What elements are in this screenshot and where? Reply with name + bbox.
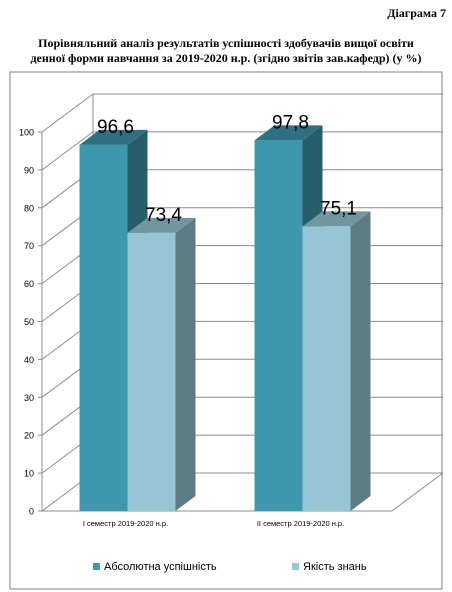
legend-item: Якість знань <box>292 561 367 573</box>
bar-front <box>127 232 176 511</box>
legend-swatch <box>292 563 299 570</box>
gridline-diagonal <box>41 131 94 171</box>
diagram-number-label: Діаграма 7 <box>387 6 446 20</box>
legend-swatch <box>93 563 100 570</box>
gridline-diagonal <box>41 93 94 133</box>
data-labels: 96,6 73,4 97,8 75,1 <box>97 112 357 225</box>
bar-front <box>302 226 351 511</box>
y-tick-label: 70 <box>24 241 34 251</box>
data-label: 73,4 <box>145 205 182 226</box>
y-tick-label: 20 <box>24 431 34 441</box>
chart-title-line-2: денної форми навчання за 2019-2020 н.р. … <box>30 51 422 65</box>
legend: Абсолютна успішність Якість знань <box>93 561 367 573</box>
y-tick-label: 100 <box>19 128 34 138</box>
chart-title-line-1: Порівняльний аналіз результатів успішнос… <box>38 36 414 50</box>
bar-top <box>254 125 323 141</box>
y-tick-label: 90 <box>24 165 34 175</box>
y-tick-label: 60 <box>24 279 34 289</box>
bar-side <box>350 211 371 511</box>
y-axis: 0 10 20 30 40 50 60 70 80 90 100 <box>19 128 42 517</box>
y-tick-label: 80 <box>24 203 34 213</box>
legend-label: Якість знань <box>303 561 367 573</box>
x-category-label: I семестр 2019-2020 н.р. <box>83 519 168 528</box>
y-tick-label: 0 <box>29 507 34 517</box>
bar <box>127 217 196 511</box>
data-label: 97,8 <box>272 112 309 133</box>
floor-right-edge <box>391 472 444 512</box>
bar-top <box>302 211 371 227</box>
bar-top <box>127 217 196 233</box>
y-tick-label: 50 <box>24 317 34 327</box>
y-tick-label: 40 <box>24 355 34 365</box>
y-tick-label: 10 <box>24 469 34 479</box>
bar <box>302 211 371 511</box>
chart-title: Порівняльний аналіз результатів успішнос… <box>0 36 452 66</box>
legend-label: Абсолютна успішність <box>104 561 217 573</box>
bar-front <box>254 140 303 511</box>
data-label: 96,6 <box>97 117 134 138</box>
chart-frame <box>9 71 443 590</box>
x-axis: I семестр 2019-2020 н.р. II семестр 2019-… <box>83 519 344 528</box>
bar-side <box>175 217 196 511</box>
x-category-label: II семестр 2019-2020 н.р. <box>257 519 344 528</box>
data-label: 75,1 <box>320 198 357 219</box>
legend-item: Абсолютна успішність <box>93 561 217 573</box>
y-tick-label: 30 <box>24 393 34 403</box>
bars <box>79 125 371 512</box>
bar-front <box>79 144 128 512</box>
bar-top <box>79 129 148 145</box>
